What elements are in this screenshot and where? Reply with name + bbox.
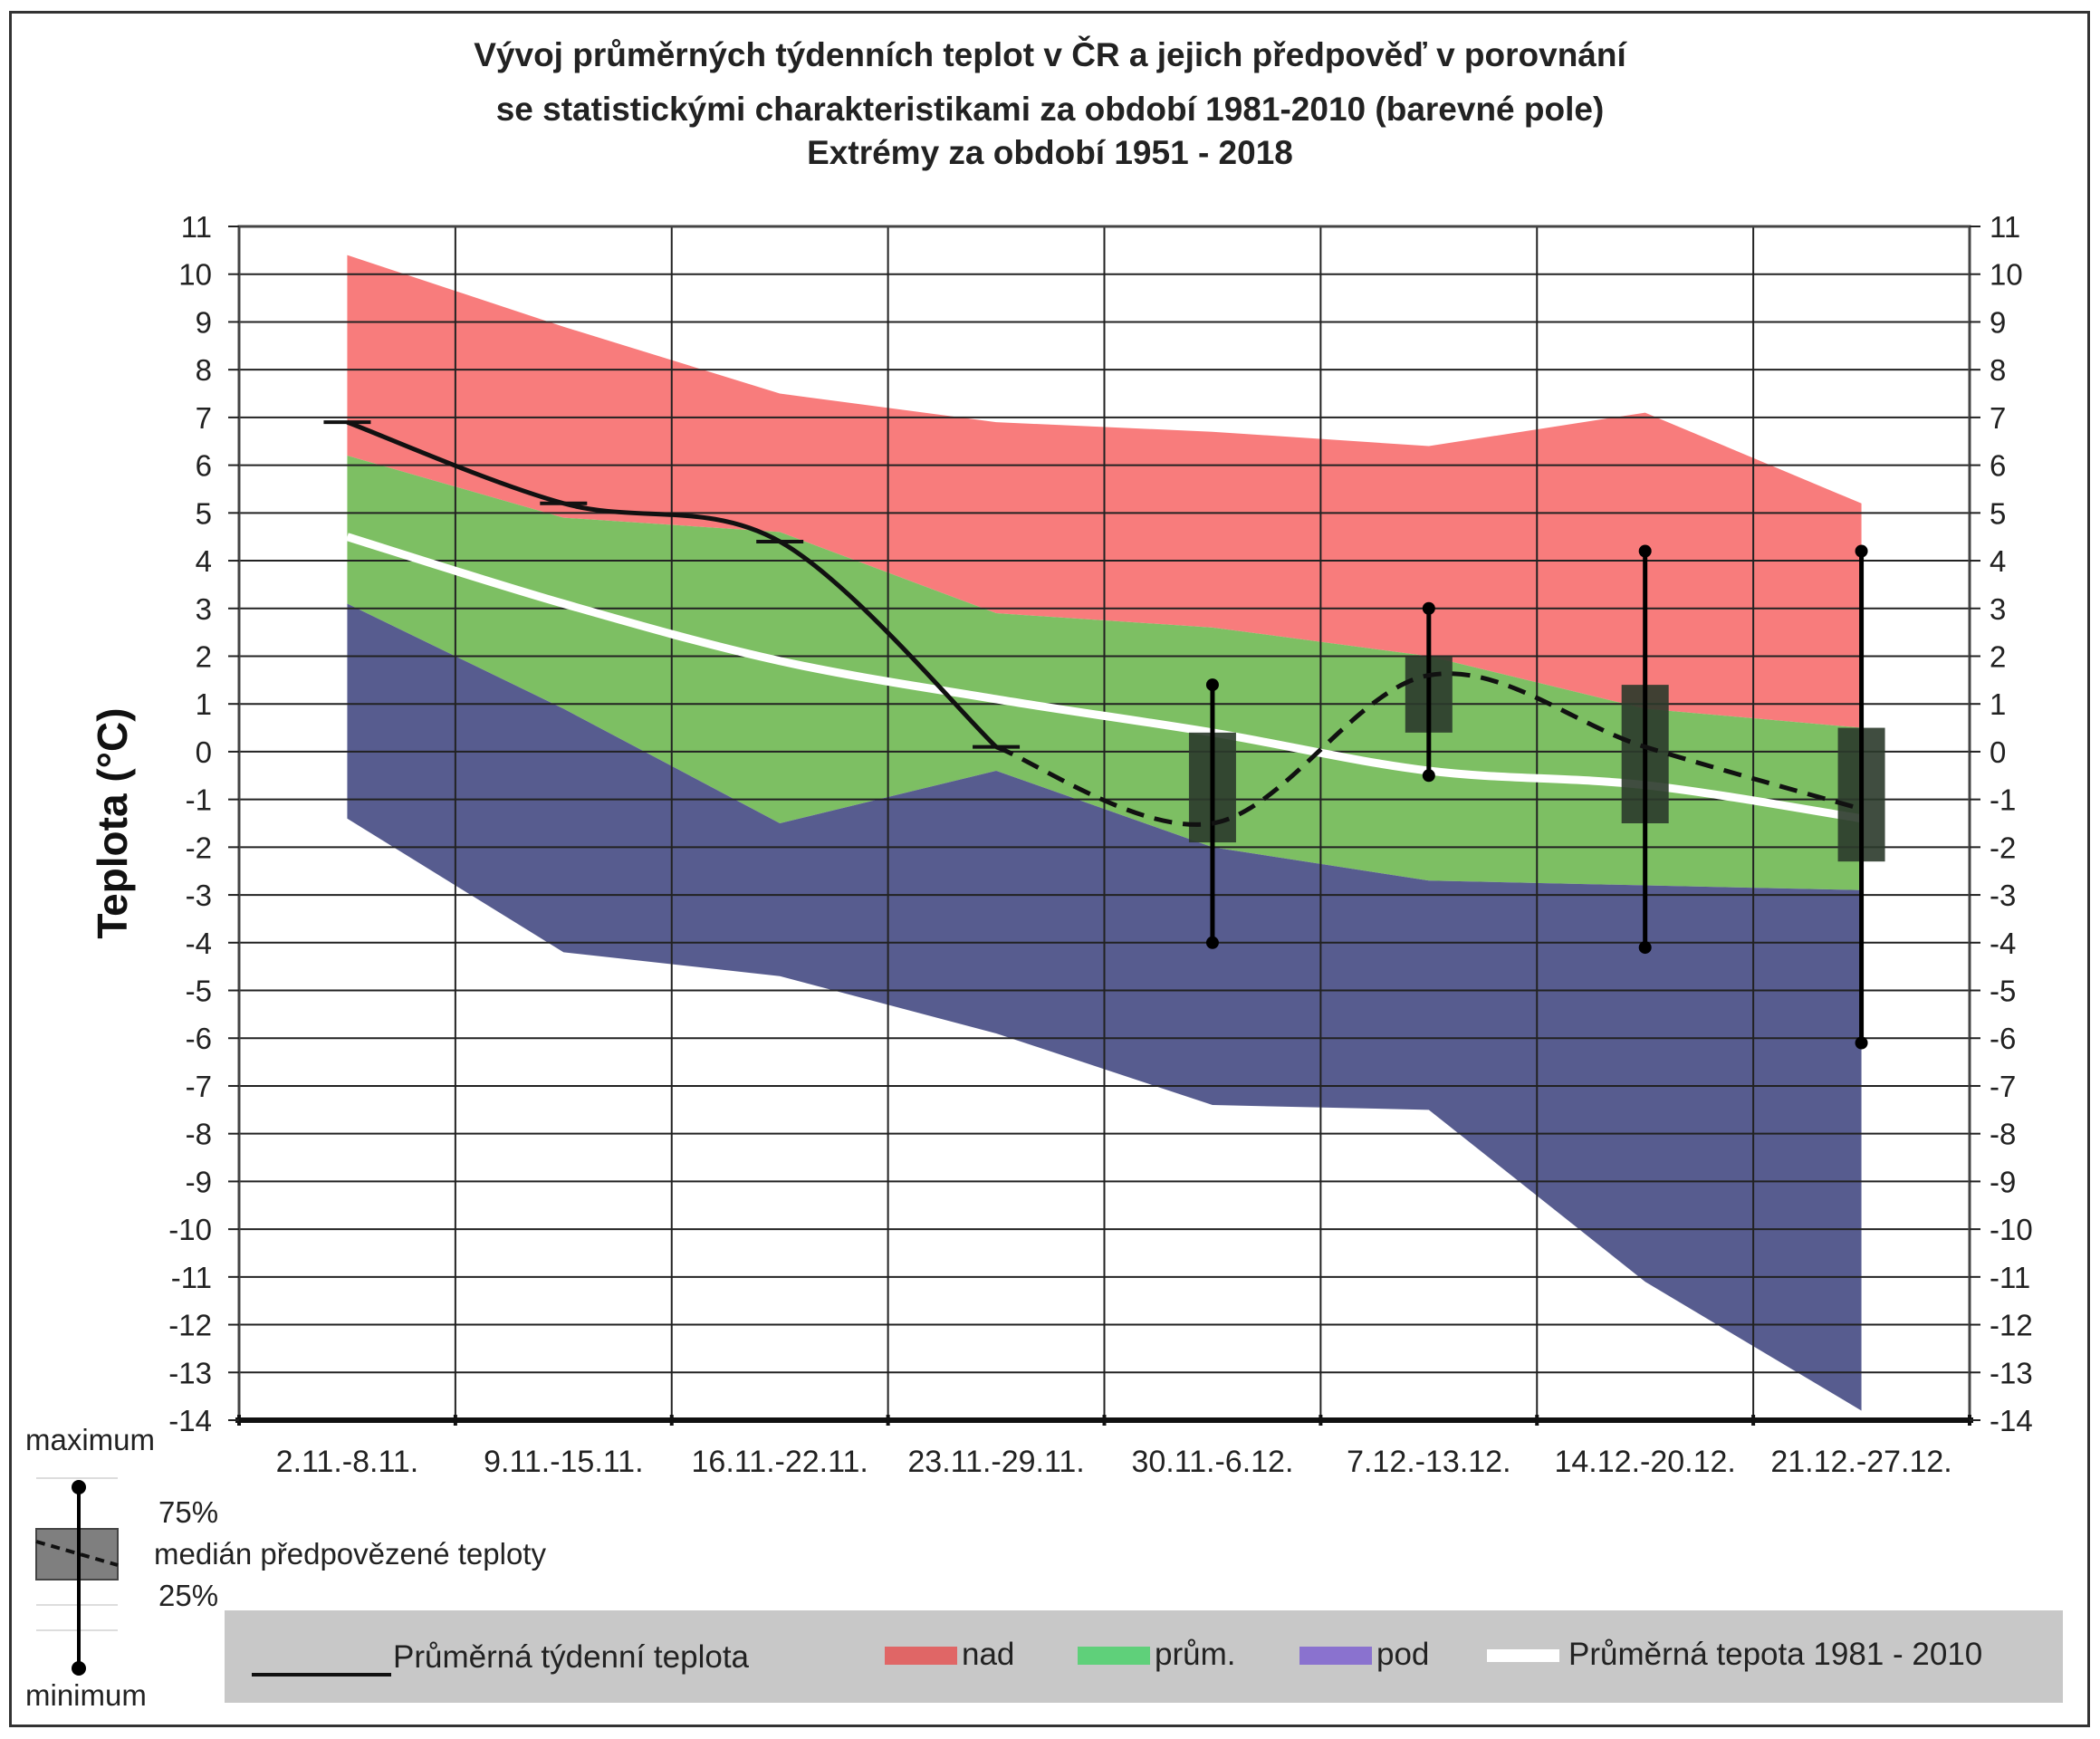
y-tick-label-right: -10	[1990, 1213, 2033, 1246]
chart-title-line-2: se statistickými charakteristikami za ob…	[495, 91, 1605, 128]
forecast-median-line	[995, 671, 1863, 827]
legend-normal-swatch	[1487, 1649, 1559, 1662]
legend-nad-label: nad	[962, 1637, 1014, 1672]
y-tick-label-left: -11	[171, 1261, 212, 1294]
y-tick-label-left: -8	[186, 1118, 212, 1151]
y-tick-label-left: -6	[186, 1022, 212, 1055]
forecast-group	[995, 544, 1885, 1050]
legend-normal-label: Průměrná tepota 1981 - 2010	[1568, 1637, 1982, 1672]
x-tick-label: 16.11.-22.11.	[692, 1445, 868, 1479]
y-tick-label-left: 5	[196, 496, 212, 530]
y-tick-label-left: -14	[168, 1404, 212, 1437]
x-tick-label: 7.12.-13.12.	[1347, 1445, 1510, 1479]
y-tick-label-right: -6	[1990, 1022, 2016, 1055]
key-q75-label: 75%	[158, 1495, 218, 1529]
x-tick-label: 21.12.-27.12.	[1770, 1445, 1951, 1479]
y-tick-label-right: 10	[1990, 258, 2023, 292]
y-tick-label-left: 6	[196, 449, 212, 483]
y-tick-label-left: -13	[168, 1356, 212, 1389]
y-tick-label-left: -3	[186, 879, 212, 912]
y-tick-label-right: -1	[1990, 783, 2016, 817]
legend-pod-swatch	[1299, 1647, 1372, 1665]
y-axis-label: Teplota (°C)	[89, 707, 136, 938]
x-tick-label: 30.11.-6.12.	[1131, 1445, 1293, 1479]
y-tick-label-left: 11	[181, 210, 212, 244]
chart-title-line-1: Vývoj průměrných týdenních teplot v ČR a…	[474, 36, 1626, 73]
x-tick-label: 2.11.-8.11.	[276, 1445, 419, 1479]
x-tick-label: 9.11.-15.11.	[484, 1445, 643, 1479]
legend: maximum 75% medián předpovězené teploty 25%…	[25, 1423, 2063, 1712]
forecast-min-dot	[1422, 769, 1435, 783]
y-tick-label-right: 8	[1990, 353, 2006, 387]
y-tick-label-right: 11	[1990, 210, 2020, 244]
legend-prum-label: prům.	[1155, 1637, 1235, 1672]
y-tick-label-left: 9	[196, 305, 212, 339]
y-tick-label-right: -7	[1990, 1070, 2016, 1103]
y-tick-label-left: 8	[196, 353, 212, 387]
normal-line-group	[346, 533, 1863, 823]
forecast-max-dot	[1422, 601, 1435, 615]
y-tick-label-left: 0	[196, 735, 212, 769]
y-tick-label-right: -3	[1990, 879, 2016, 912]
forecast-max-dot	[1855, 544, 1868, 558]
legend-observed-label: Průměrná týdenní teplota	[393, 1639, 750, 1675]
y-tick-label-right: -9	[1990, 1165, 2016, 1198]
key-q25-label: 25%	[158, 1579, 218, 1612]
forecast-min-dot	[1205, 936, 1219, 949]
y-tick-label-left: -7	[186, 1070, 212, 1103]
y-tick-label-right: -5	[1990, 975, 2016, 1008]
forecast-min-dot	[1638, 941, 1652, 955]
key-maximum-label: maximum	[25, 1423, 155, 1456]
chart-frame	[9, 11, 2090, 1727]
key-median-label: medián předpovězené teploty	[154, 1537, 546, 1571]
y-tick-label-right: 6	[1990, 449, 2006, 483]
y-tick-label-right: 7	[1990, 401, 2006, 435]
normal-1981-2010-line	[346, 533, 1863, 823]
observed-line-group	[323, 419, 1021, 749]
y-tick-label-left: -9	[186, 1165, 212, 1198]
y-tick-label-right: -13	[1990, 1356, 2033, 1389]
y-tick-label-left: 1	[196, 687, 212, 721]
y-tick-label-right: 1	[1990, 687, 2006, 721]
y-tick-label-left: 4	[196, 544, 212, 578]
legend-pod-label: pod	[1376, 1637, 1429, 1672]
forecast-max-dot	[1205, 678, 1219, 692]
key-max-dot	[72, 1480, 86, 1494]
y-tick-label-right: -4	[1990, 927, 2016, 960]
key-minimum-label: minimum	[25, 1678, 147, 1712]
legend-nad-swatch	[885, 1647, 957, 1665]
y-tick-label-right: -8	[1990, 1118, 2016, 1151]
y-tick-label-left: 10	[178, 258, 212, 292]
y-tick-label-right: 4	[1990, 544, 2006, 578]
y-tick-label-left: -5	[186, 975, 212, 1008]
y-tick-label-left: 2	[196, 639, 212, 673]
y-tick-label-right: -14	[1990, 1404, 2033, 1437]
y-tick-label-left: 7	[196, 401, 212, 435]
y-tick-label-right: 5	[1990, 496, 2006, 530]
forecast-min-dot	[1855, 1036, 1868, 1050]
y-tick-label-left: -10	[168, 1213, 212, 1246]
y-tick-label-left: -1	[186, 783, 212, 817]
x-tick-label: 23.11.-29.11.	[907, 1445, 1084, 1479]
y-tick-label-left: -2	[186, 831, 212, 864]
y-tick-label-right: 3	[1990, 592, 2006, 626]
y-tick-label-right: -2	[1990, 831, 2016, 864]
y-tick-label-right: 9	[1990, 305, 2006, 339]
y-tick-label-left: -4	[186, 927, 212, 960]
observed-line	[346, 419, 998, 749]
y-tick-label-right: 0	[1990, 735, 2006, 769]
chart-title-line-3: Extrémy za období 1951 - 2018	[807, 134, 1293, 171]
key-min-dot	[72, 1661, 86, 1676]
forecast-max-dot	[1638, 544, 1652, 558]
x-tick-label: 14.12.-20.12.	[1554, 1445, 1735, 1479]
legend-prum-swatch	[1078, 1647, 1150, 1665]
y-tick-label-right: -11	[1990, 1261, 2030, 1294]
y-tick-label-left: -12	[168, 1309, 212, 1342]
y-tick-label-right: -12	[1990, 1309, 2033, 1342]
y-tick-label-left: 3	[196, 592, 212, 626]
y-tick-label-right: 2	[1990, 639, 2006, 673]
